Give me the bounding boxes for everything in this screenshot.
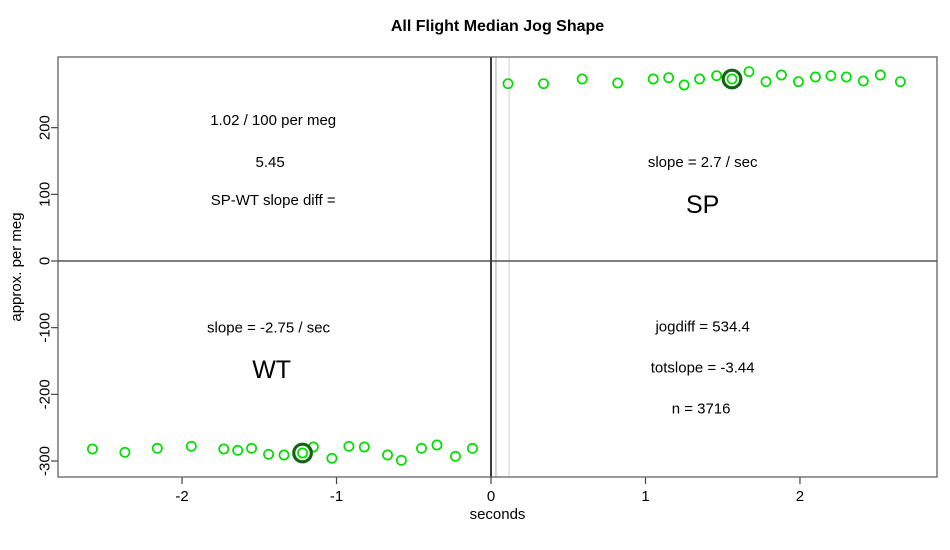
data-point-wt <box>278 449 290 461</box>
data-point-wt <box>326 452 338 464</box>
y-tick-label: -200 <box>36 379 53 409</box>
data-point-wt <box>232 444 244 456</box>
data-point-sp <box>612 77 624 89</box>
y-tick-label: -300 <box>36 446 53 476</box>
data-point-wt <box>185 440 197 452</box>
y-tick-label: 100 <box>36 182 53 207</box>
data-point-wt <box>343 440 355 452</box>
chart-title: All Flight Median Jog Shape <box>390 18 605 35</box>
highlighted-point-sp <box>721 68 743 90</box>
annotation: 5.45 <box>256 154 285 171</box>
data-point-sp <box>894 76 906 88</box>
y-tick-label: -100 <box>36 313 53 343</box>
data-point-sp <box>792 76 804 88</box>
x-tick-label: 0 <box>487 488 495 505</box>
annotation: slope = -2.75 / sec <box>207 319 330 336</box>
data-point-sp <box>874 69 886 81</box>
annotation: SP-WT slope diff = <box>211 192 336 209</box>
data-point-wt <box>151 442 163 454</box>
plot-border <box>57 56 938 478</box>
data-point-sp <box>726 73 738 85</box>
x-tick-label: 2 <box>796 488 804 505</box>
data-point-wt <box>218 443 230 455</box>
x-tick-label: -2 <box>175 488 188 505</box>
data-point-sp <box>775 69 787 81</box>
data-point-wt <box>263 448 275 460</box>
annotation: slope = 2.7 / sec <box>648 154 758 171</box>
data-point-wt <box>119 446 131 458</box>
data-point-wt <box>450 450 461 462</box>
annotation: WT <box>252 356 291 384</box>
data-point-wt <box>246 442 258 454</box>
data-point-wt <box>395 454 407 466</box>
data-point-sp <box>857 75 869 87</box>
data-point-sp <box>663 72 675 84</box>
data-point-sp <box>694 73 706 85</box>
y-tick-label: 0 <box>36 257 53 265</box>
annotation: 1.02 / 100 per meg <box>210 112 336 129</box>
x-tick-label: -1 <box>330 488 343 505</box>
plot-area: -2 -1 0 1 2 -300 -200 -100 0 100 200 1.02 / 100 per… <box>36 56 938 505</box>
data-point-wt <box>86 443 98 455</box>
data-point-wt <box>358 441 370 453</box>
annotation: n = 3716 <box>672 401 731 418</box>
data-point-sp <box>760 76 772 88</box>
x-axis-label: seconds <box>469 506 526 523</box>
data-point-wt <box>431 439 443 451</box>
highlighted-point-wt <box>292 442 313 464</box>
data-point-sp <box>576 73 588 85</box>
x-tick-label: 1 <box>641 488 649 505</box>
data-point-wt <box>467 442 478 454</box>
data-point-sp <box>538 78 549 90</box>
data-point-sp <box>711 70 723 82</box>
data-point-sp <box>809 71 821 83</box>
annotation: totslope = -3.44 <box>651 359 755 376</box>
data-point-sp <box>743 66 755 78</box>
data-point-wt <box>297 447 308 459</box>
data-point-sp <box>840 71 852 83</box>
data-point-sp <box>678 79 690 91</box>
data-point-sp <box>502 78 514 90</box>
y-axis-label: approx. per meg <box>8 212 25 322</box>
data-point-sp <box>825 70 837 82</box>
data-point-wt <box>382 449 393 461</box>
data-point-sp <box>647 73 659 85</box>
annotation: jogdiff = 534.4 <box>654 319 749 336</box>
data-point-wt <box>416 442 427 454</box>
annotation: SP <box>686 191 719 219</box>
y-tick-label: 200 <box>36 115 53 140</box>
